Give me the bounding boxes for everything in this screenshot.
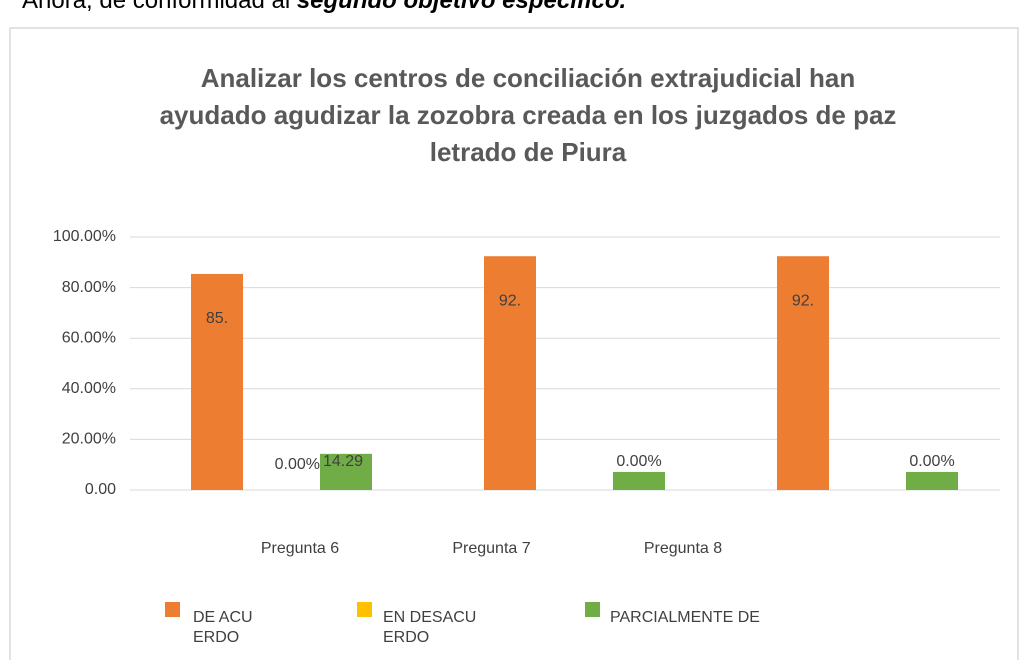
- intro-emphasis: segundo objetivo específico.: [296, 0, 627, 14]
- bar: [777, 256, 829, 490]
- value-label: 0.00%: [909, 453, 954, 470]
- value-label: 0.00%: [275, 456, 320, 473]
- intro: Ahora, de conformidad al segundo objetiv…: [22, 0, 626, 15]
- bar: [320, 453, 372, 490]
- legend-swatch: [357, 602, 372, 617]
- legend-label: EN DESACUERDO: [383, 609, 477, 646]
- y-tick-label: 0.00: [85, 481, 116, 498]
- y-tick-label: 60.00%: [62, 329, 116, 346]
- x-tick-label: Pregunta 8: [644, 540, 722, 557]
- bar: [906, 471, 958, 490]
- chart-title-line: letrado de Piura: [429, 137, 627, 167]
- value-label: 85.: [206, 310, 228, 327]
- value-label: 92.: [792, 292, 814, 309]
- value-label: 92.: [499, 292, 521, 309]
- legend-label: PARCIALMENTE DE: [610, 609, 760, 626]
- bar: [191, 273, 243, 490]
- x-tick-label: Pregunta 6: [261, 540, 339, 557]
- x-tick-label: Pregunta 7: [452, 540, 530, 557]
- y-tick-label: 100.00%: [53, 228, 116, 245]
- legend-label: DE ACUERDO: [193, 609, 253, 646]
- y-tick-label: 20.00%: [62, 431, 116, 448]
- chart-title-line: Analizar los centros de conciliación ext…: [200, 63, 856, 93]
- y-tick-label: 40.00%: [62, 380, 116, 397]
- bar: [613, 471, 665, 490]
- bar: [484, 256, 536, 490]
- y-tick-label: 80.00%: [62, 279, 116, 296]
- intro-text: Ahora, de conformidad al: [22, 0, 297, 14]
- legend-swatch: [165, 602, 180, 617]
- value-label: 14.29: [323, 453, 363, 470]
- legend-swatch: [585, 602, 600, 617]
- chart-frame: [9, 27, 1019, 660]
- chart-title-line: ayudado agudizar la zozobra creada en lo…: [159, 100, 897, 130]
- value-label: 0.00%: [616, 453, 661, 470]
